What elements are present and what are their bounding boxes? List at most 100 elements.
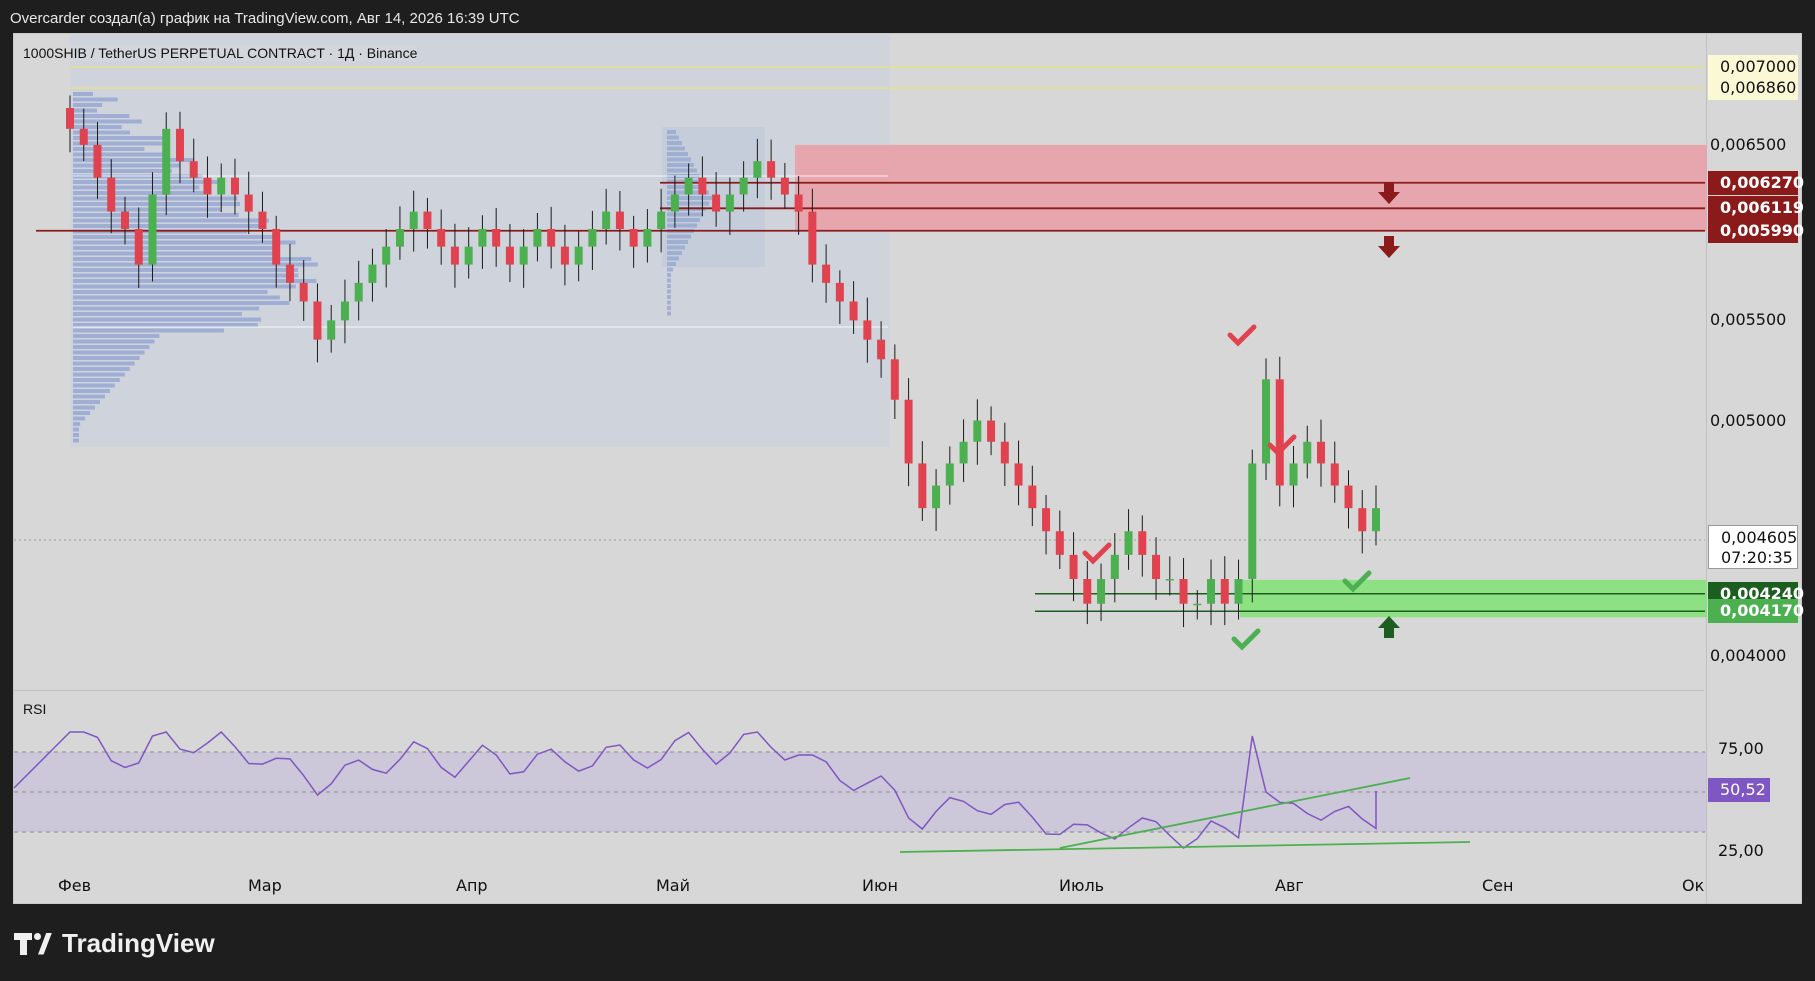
candle-down xyxy=(615,211,624,229)
candle-up xyxy=(327,320,336,340)
last-price-tag: 0,004605 07:20:35 xyxy=(1708,525,1798,569)
volume-profile-bar xyxy=(73,97,118,102)
volume-profile-bar xyxy=(73,240,296,245)
volume-profile-bar xyxy=(73,92,93,96)
candle-up xyxy=(464,246,473,265)
candle-up xyxy=(1289,463,1298,486)
time-tick-label: Мар xyxy=(248,876,282,895)
volume-profile-bar xyxy=(73,361,135,366)
time-tick-label: Июль xyxy=(1059,876,1105,895)
volume-profile-bar xyxy=(667,141,682,145)
candle-up xyxy=(1110,554,1119,580)
volume-profile-bar xyxy=(667,245,685,250)
candle-up xyxy=(588,228,597,247)
arrow-down-icon xyxy=(1378,236,1400,258)
chart-header: Overcarder создал(а) график на TradingVi… xyxy=(10,10,520,27)
candle-down xyxy=(1000,441,1009,464)
candle-up xyxy=(959,441,968,464)
volume-profile-bar xyxy=(667,311,671,316)
candle-down xyxy=(1179,579,1188,604)
volume-profile-bar xyxy=(73,284,296,289)
volume-profile-bar xyxy=(73,411,91,415)
candle-up xyxy=(670,194,679,212)
candle-down xyxy=(66,108,74,129)
candle-down xyxy=(987,420,996,442)
volume-profile-bar xyxy=(667,251,682,255)
candle-up xyxy=(1372,508,1380,532)
volume-profile-bar xyxy=(667,130,676,134)
candle-down xyxy=(1138,531,1147,555)
volume-profile-bar xyxy=(73,218,269,223)
rsi-trendline xyxy=(1059,777,1411,849)
candle-up xyxy=(533,228,542,247)
volume-profile-bar xyxy=(73,136,164,140)
candle-up xyxy=(725,194,734,212)
volume-profile-bar xyxy=(73,345,150,349)
volume-profile-bar xyxy=(73,400,100,404)
candle-down xyxy=(1330,463,1339,486)
candle-up xyxy=(340,301,349,321)
volume-profile-bar xyxy=(73,290,268,294)
candle-up xyxy=(602,211,611,229)
tradingview-logo[interactable]: TradingView xyxy=(14,928,215,959)
check-mark-icon xyxy=(1082,542,1112,565)
rsi-tick-label: 25,00 xyxy=(1718,841,1764,860)
volume-profile-bar xyxy=(73,114,130,118)
candle-down xyxy=(120,211,129,229)
price-tick-label: 0,005500 xyxy=(1710,310,1787,330)
volume-profile-bar xyxy=(667,289,671,294)
volume-profile-bar xyxy=(667,256,679,261)
resistance-zone xyxy=(795,144,1707,231)
candle-up xyxy=(932,485,941,509)
volume-profile-bar xyxy=(667,146,685,151)
price-level-tag: 0,006119 xyxy=(1708,196,1804,221)
volume-profile-bar xyxy=(73,141,163,146)
volume-profile-bar xyxy=(667,240,688,244)
volume-profile-bar xyxy=(667,295,671,299)
candle-down xyxy=(904,399,913,464)
candle-down xyxy=(794,194,803,212)
volume-profile-bar xyxy=(667,223,697,228)
brand-name: TradingView xyxy=(62,928,215,958)
symbol-title: 1000SHIB / TetherUS PERPETUAL CONTRACT ·… xyxy=(23,45,418,61)
candle-down xyxy=(79,128,88,145)
candle-down xyxy=(1028,485,1037,509)
volume-profile-bar xyxy=(73,268,298,272)
candle-down xyxy=(849,301,858,321)
candle-down xyxy=(890,359,899,400)
volume-profile-bar xyxy=(73,372,125,377)
candle-up xyxy=(1124,531,1133,555)
candle-up xyxy=(1193,603,1202,606)
candle-down xyxy=(437,228,446,247)
candle-down xyxy=(1220,579,1229,604)
volume-profile-bar xyxy=(73,317,262,322)
candle-up xyxy=(217,177,226,195)
arrow-up-icon xyxy=(1378,616,1400,638)
volume-profile-bar xyxy=(73,273,299,278)
countdown-value: 07:20:35 xyxy=(1721,548,1793,567)
volume-profile-bar xyxy=(667,234,691,239)
candle-up xyxy=(574,246,583,265)
candle-up xyxy=(162,128,171,195)
volume-profile-bar xyxy=(73,119,142,124)
candle-up xyxy=(973,420,982,442)
volume-profile-bar xyxy=(667,157,691,162)
volume-profile-bar xyxy=(667,262,676,266)
check-mark-icon xyxy=(1267,434,1297,457)
candle-up xyxy=(519,246,528,265)
candle-down xyxy=(835,282,844,302)
volume-profile-bar xyxy=(73,147,145,151)
candle-down xyxy=(423,211,432,229)
volume-profile-bar xyxy=(73,306,260,311)
candle-down xyxy=(712,194,721,212)
volume-profile-bar xyxy=(73,158,194,162)
volume-profile-bar xyxy=(73,367,130,371)
candle-up xyxy=(643,228,652,247)
candle-up xyxy=(753,161,762,178)
volume-profile-bar xyxy=(73,323,258,327)
time-tick-label: Май xyxy=(656,876,691,895)
volume-profile-bar xyxy=(73,235,276,239)
volume-profile-bar xyxy=(667,278,671,283)
candle-down xyxy=(808,211,817,265)
